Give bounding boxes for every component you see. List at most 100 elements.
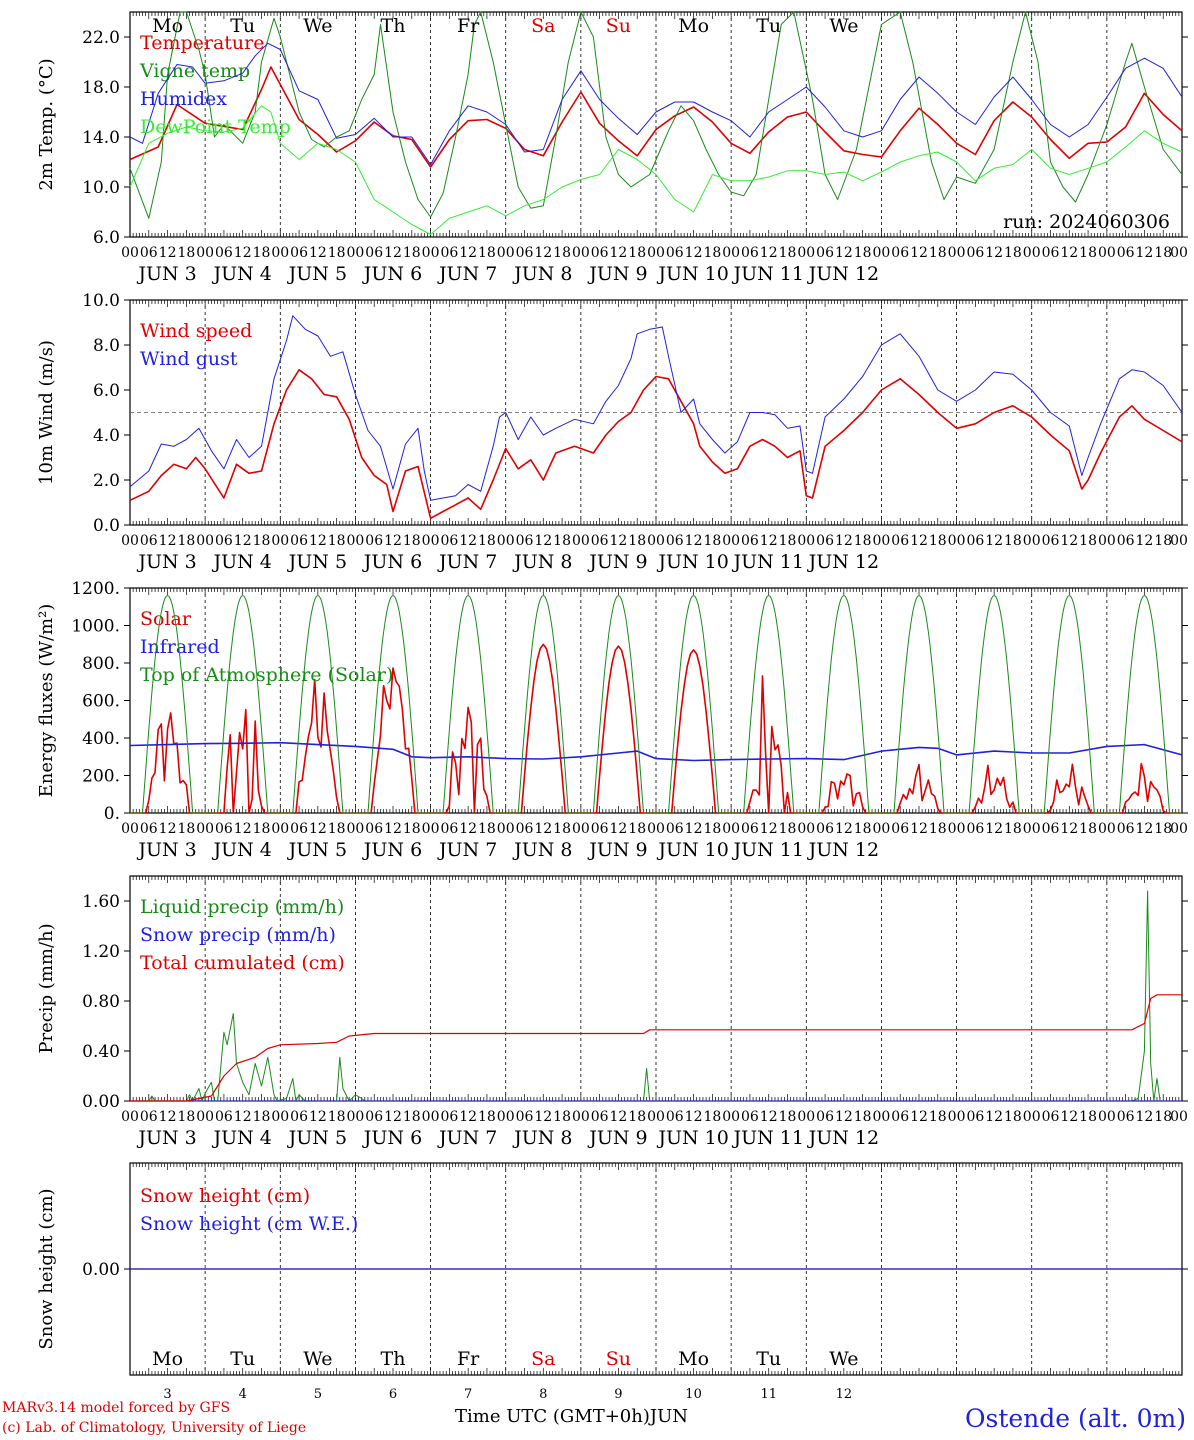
- hour-tick-label: 12: [459, 821, 477, 837]
- hour-tick-label: 12: [760, 1109, 778, 1125]
- hour-tick-label: 00: [572, 1109, 590, 1125]
- series-line-top-of-atmosphere-solar-: [130, 595, 1182, 814]
- series-line-wind-speed: [129, 369, 1183, 520]
- hour-tick-label: 18: [328, 533, 346, 549]
- hour-tick-label: 00: [497, 533, 515, 549]
- hour-tick-label: 00: [647, 245, 665, 261]
- hour-tick-label: 00: [797, 821, 815, 837]
- hour-tick-label: 06: [1042, 533, 1060, 549]
- hour-tick-label: 12: [309, 533, 327, 549]
- day-label: JUN 3: [136, 551, 196, 573]
- hour-tick-label: 06: [365, 533, 383, 549]
- hour-tick-label: 00: [873, 821, 891, 837]
- day-number: 7: [464, 1387, 472, 1402]
- hour-tick-label: 00: [1170, 533, 1188, 549]
- hour-tick-label: 12: [1136, 821, 1154, 837]
- hour-tick-label: 12: [309, 821, 327, 837]
- hour-tick-label: 06: [816, 821, 834, 837]
- y-tick-label: 4.0: [93, 426, 120, 446]
- day-label: JUN 7: [437, 839, 497, 861]
- weekday-header: Sa: [531, 15, 555, 37]
- hour-tick-label: 12: [985, 533, 1003, 549]
- day-label: JUN 11: [731, 1127, 803, 1149]
- day-number: 11: [760, 1387, 777, 1402]
- hour-tick-label: 18: [403, 533, 421, 549]
- weekday-footer: Th: [381, 1348, 406, 1370]
- day-label: JUN 5: [287, 839, 347, 861]
- hour-tick-label: 06: [666, 533, 684, 549]
- weekday-header: Th: [381, 15, 406, 37]
- hour-tick-label: 12: [685, 1109, 703, 1125]
- hour-tick-label: 06: [666, 821, 684, 837]
- hour-tick-label: 18: [1154, 245, 1172, 261]
- hour-tick-label: 18: [703, 821, 721, 837]
- hour-tick-label: 18: [403, 1109, 421, 1125]
- hour-tick-label: 18: [854, 821, 872, 837]
- hour-tick-label: 06: [516, 1109, 534, 1125]
- day-label: JUN 4: [212, 839, 272, 861]
- y-tick-label: 0.00: [82, 1092, 120, 1112]
- hour-tick-label: 00: [948, 821, 966, 837]
- day-number: 4: [239, 1387, 247, 1402]
- hour-tick-label: 12: [534, 1109, 552, 1125]
- hour-tick-label: 12: [985, 245, 1003, 261]
- hour-tick-label: 00: [121, 1109, 139, 1125]
- station-name: Ostende (alt. 0m): [965, 1404, 1186, 1433]
- y-tick-label: 2.0: [93, 471, 120, 491]
- hour-tick-label: 00: [797, 1109, 815, 1125]
- hour-tick-label: 00: [572, 533, 590, 549]
- day-label: JUN 4: [212, 551, 272, 573]
- day-label: JUN 6: [362, 1127, 422, 1149]
- hour-tick-label: 00: [948, 1109, 966, 1125]
- hour-tick-label: 18: [703, 533, 721, 549]
- hour-tick-label: 06: [1042, 821, 1060, 837]
- series-line-dewpoint-temp: [129, 105, 1183, 235]
- hour-tick-label: 00: [722, 821, 740, 837]
- hour-tick-label: 18: [1079, 533, 1097, 549]
- hour-tick-label: 06: [140, 821, 158, 837]
- lab-credit: (c) Lab. of Climatology, University of L…: [2, 1420, 307, 1436]
- hour-tick-label: 12: [760, 245, 778, 261]
- y-tick-label: 1200.: [71, 579, 120, 599]
- day-label: JUN 4: [212, 1127, 272, 1149]
- weekday-header: We: [303, 15, 332, 37]
- hour-tick-label: 18: [1154, 1109, 1172, 1125]
- hour-tick-label: 06: [666, 1109, 684, 1125]
- hour-tick-label: 00: [797, 245, 815, 261]
- y-tick-label: 800.: [82, 654, 120, 674]
- hour-tick-label: 06: [591, 533, 609, 549]
- hour-tick-label: 00: [1023, 1109, 1041, 1125]
- y-axis-label: Energy fluxes (W/m²): [36, 604, 57, 798]
- day-number: 12: [836, 1387, 853, 1402]
- hour-tick-label: 06: [966, 533, 984, 549]
- hour-tick-label: 18: [1079, 245, 1097, 261]
- day-number: 10: [685, 1387, 702, 1402]
- hour-tick-label: 06: [816, 245, 834, 261]
- hour-tick-label: 00: [1170, 1109, 1188, 1125]
- hour-tick-label: 18: [779, 1109, 797, 1125]
- day-label: JUN 9: [587, 839, 647, 861]
- day-label: JUN 7: [437, 1127, 497, 1149]
- y-tick-label: 22.0: [82, 28, 120, 48]
- hour-tick-label: 06: [290, 245, 308, 261]
- hour-tick-label: 12: [985, 821, 1003, 837]
- weekday-header: Tu: [230, 15, 255, 37]
- day-label: JUN 8: [512, 263, 572, 285]
- day-label: JUN 10: [656, 551, 728, 573]
- legend-entry: Solar: [140, 608, 192, 630]
- weekday-footer: Sa: [531, 1348, 555, 1370]
- hour-tick-label: 12: [159, 821, 177, 837]
- hour-tick-label: 00: [1170, 245, 1188, 261]
- hour-tick-label: 00: [873, 533, 891, 549]
- hour-tick-label: 06: [891, 1109, 909, 1125]
- y-tick-label: 10.0: [82, 291, 120, 311]
- weekday-footer: We: [829, 1348, 858, 1370]
- hour-tick-label: 18: [1154, 821, 1172, 837]
- hour-tick-label: 18: [1079, 821, 1097, 837]
- hour-tick-label: 18: [328, 245, 346, 261]
- hour-tick-label: 18: [779, 821, 797, 837]
- hour-tick-label: 12: [459, 245, 477, 261]
- hour-tick-label: 12: [534, 245, 552, 261]
- hour-tick-label: 00: [647, 821, 665, 837]
- model-credit: MARv3.14 model forced by GFS: [2, 1400, 231, 1416]
